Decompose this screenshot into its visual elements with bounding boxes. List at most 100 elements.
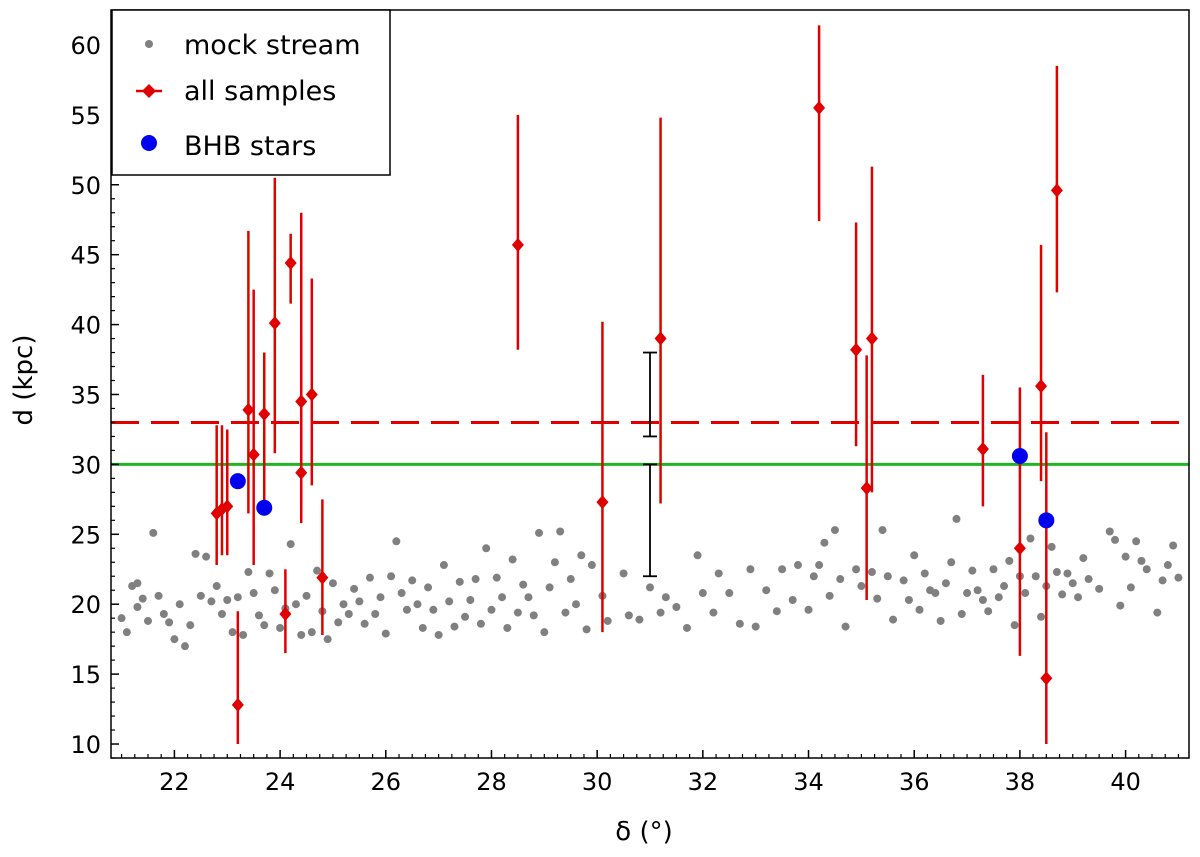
bhb-point [229,473,246,490]
mock-stream-point [339,600,348,609]
mock-stream-point [466,596,475,605]
mock-stream-point [365,573,374,582]
mock-stream-point [223,596,232,605]
sample-point [305,387,318,402]
mock-stream-point [535,528,544,537]
mock-stream-point [646,583,654,592]
mock-stream-point [270,586,279,595]
mock-stream-point [392,537,401,546]
mock-stream-point [656,608,665,617]
mock-stream-point [793,561,802,570]
mock-stream-point [503,623,512,632]
mock-stream-point [408,576,417,585]
mock-stream-point [1158,576,1167,585]
mock-stream-point [603,616,612,625]
bhb-point [256,499,273,516]
mock-stream-point [1068,579,1077,588]
mock-stream-point [445,597,454,606]
sample-point [596,495,609,510]
sample-point [865,331,878,346]
mock-stream-point [260,621,269,630]
legend: mock stream all samples BHB stars [111,9,391,176]
mock-stream-point [1052,568,1061,577]
mock-stream-point [244,568,253,577]
mock-stream-point [545,583,554,592]
mock-stream-point [582,625,591,634]
mock-stream-point [439,561,448,570]
mock-stream-point [572,600,581,609]
mock-stream-point [508,555,517,564]
mock-stream-point [857,582,866,591]
mock-stream-point [1163,561,1172,570]
mock-stream-point [989,565,998,574]
x-tick-label: 24 [265,768,296,796]
y-tick-label: 30 [70,451,101,479]
mock-stream-point [328,579,337,588]
mock-stream-point [910,551,919,560]
mock-stream-point [1095,584,1104,593]
axes: 22 24 26 28 30 32 34 36 38 40 10 15 20 25 30 35 40 45 50 55… [70,9,1190,796]
mock-stream-point [254,611,263,620]
mock-stream-point [492,573,501,582]
bhb-point [1011,448,1028,465]
mock-stream-point [899,576,908,585]
mock-stream-point [624,611,633,620]
mock-stream-point [830,526,839,535]
mock-stream-point [418,623,427,632]
mock-stream-point [973,586,982,595]
sample-point [221,499,234,514]
mock-stream-point [233,593,242,602]
mock-stream-point [1153,608,1162,617]
mock-stream-point [212,582,221,591]
mock-stream-point [550,558,559,567]
bhb-stars-series [229,448,1055,529]
mock-stream-point [239,630,248,639]
mock-stream-point [249,589,258,598]
mock-stream-point [413,600,422,609]
sample-point [316,570,329,585]
sample-point [231,697,244,712]
mock-stream-point [196,591,205,600]
mock-stream-point [841,622,850,631]
mock-stream-point [461,612,470,621]
mock-stream-point [519,580,528,589]
mock-stream-point [524,593,533,602]
y-tick-label: 40 [70,312,101,340]
sample-point [1050,183,1063,198]
mock-stream-point [952,514,961,523]
y-tick-label: 45 [70,242,101,270]
mock-stream-point [825,591,834,600]
mock-stream-point [1169,541,1178,550]
mock-stream-point [1000,582,1009,591]
mock-stream-point [661,593,670,602]
mock-stream-point [746,565,755,574]
mock-stream-point [566,575,575,584]
mock-stream-point [852,565,861,574]
sample-point [284,256,297,271]
mock-stream-point [376,593,385,602]
mock-stream-point [133,603,142,612]
mock-stream-point [307,628,316,637]
legend-label-bhb: BHB stars [184,131,316,162]
mock-stream-point [387,572,396,581]
bhb-point [1038,512,1055,529]
mock-stream-point [587,561,596,570]
mock-stream-point [978,596,987,605]
legend-marker-mock [145,40,153,48]
sample-point [295,465,308,480]
sample-point [279,606,292,621]
mock-stream-point [297,630,306,639]
mock-stream-point [471,575,480,584]
mock-stream-point [186,621,195,630]
mock-stream-point [191,549,200,558]
legend-box [111,9,391,176]
mock-stream-point [540,628,549,637]
mock-stream-point [1116,601,1125,610]
sample-point [976,442,989,457]
y-tick-label: 15 [70,661,101,689]
mock-stream-point [936,616,945,625]
mock-stream-point [693,551,702,560]
mock-stream-point [487,605,496,614]
y-tick-label: 60 [70,32,101,60]
